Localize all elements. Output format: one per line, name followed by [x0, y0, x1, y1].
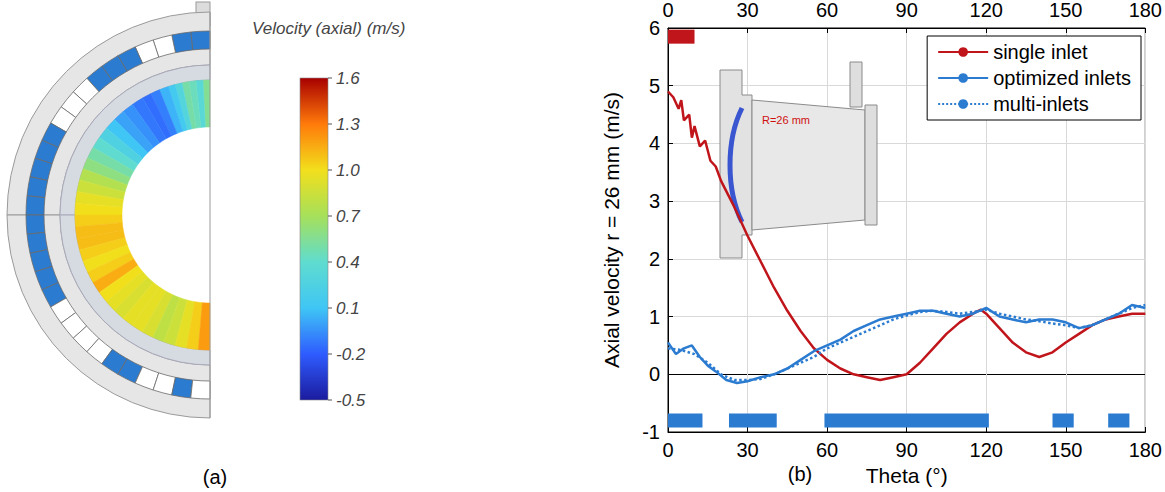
svg-text:single inlet: single inlet — [993, 41, 1088, 63]
svg-text:30: 30 — [736, 0, 758, 21]
svg-text:120: 120 — [970, 439, 1003, 461]
svg-text:optimized inlets: optimized inlets — [993, 67, 1131, 89]
svg-text:1.3: 1.3 — [336, 115, 360, 134]
svg-text:60: 60 — [816, 439, 838, 461]
svg-text:-0.2: -0.2 — [336, 345, 366, 364]
svg-text:0: 0 — [649, 363, 660, 385]
svg-text:Theta (°): Theta (°) — [866, 464, 948, 487]
svg-text:0.4: 0.4 — [336, 253, 360, 272]
svg-text:60: 60 — [816, 0, 838, 21]
svg-text:90: 90 — [896, 439, 918, 461]
svg-text:-0.5: -0.5 — [336, 391, 366, 410]
svg-text:4: 4 — [649, 132, 660, 154]
svg-text:30: 30 — [736, 439, 758, 461]
svg-text:0: 0 — [662, 0, 673, 21]
svg-text:multi-inlets: multi-inlets — [993, 93, 1089, 115]
svg-text:0.7: 0.7 — [336, 207, 360, 226]
svg-text:Axial velocity r = 26 mm (m/s): Axial velocity r = 26 mm (m/s) — [600, 92, 623, 368]
svg-text:180: 180 — [1129, 0, 1162, 21]
svg-text:120: 120 — [970, 0, 1003, 21]
svg-text:3: 3 — [649, 190, 660, 212]
svg-text:Velocity (axial) (m/s): Velocity (axial) (m/s) — [252, 19, 405, 38]
svg-text:1.0: 1.0 — [336, 161, 360, 180]
svg-text:(a): (a) — [203, 466, 227, 488]
svg-text:180: 180 — [1129, 439, 1162, 461]
svg-text:R=26 mm: R=26 mm — [762, 114, 810, 126]
svg-text:0: 0 — [662, 439, 673, 461]
svg-text:90: 90 — [896, 0, 918, 21]
svg-text:(b): (b) — [788, 463, 812, 485]
svg-text:1: 1 — [649, 306, 660, 328]
svg-text:150: 150 — [1049, 439, 1082, 461]
svg-text:2: 2 — [649, 248, 660, 270]
svg-text:5: 5 — [649, 75, 660, 97]
svg-text:1.6: 1.6 — [336, 69, 360, 88]
svg-text:-1: -1 — [642, 421, 660, 443]
svg-text:6: 6 — [649, 17, 660, 39]
svg-text:0.1: 0.1 — [336, 299, 360, 318]
svg-text:150: 150 — [1049, 0, 1082, 21]
